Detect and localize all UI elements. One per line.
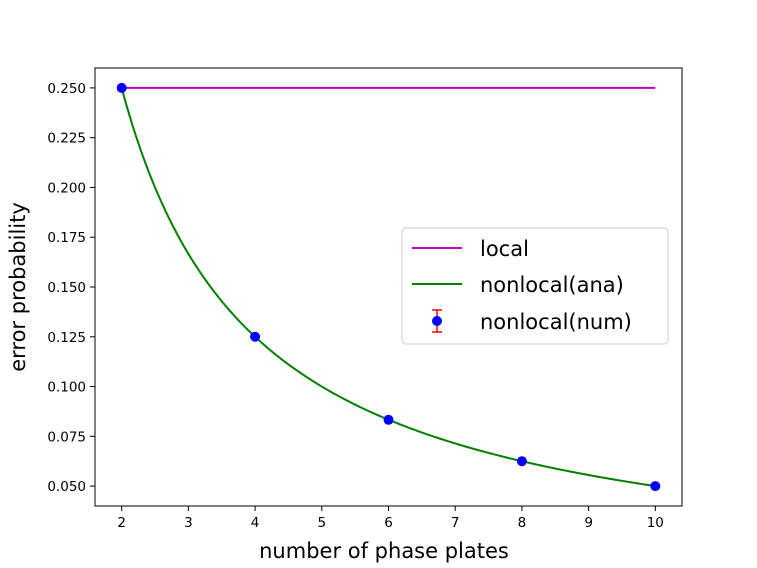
series-nonlocal-num-point [516,456,527,467]
x-tick-label: 2 [117,515,126,531]
y-tick-label: 0.100 [47,380,86,396]
x-tick-label: 9 [584,515,593,531]
series-nonlocal-num-point [650,481,661,492]
x-tick-label: 6 [384,515,393,531]
series-nonlocal-num-point [116,82,127,93]
y-tick-label: 0.075 [47,429,86,445]
legend-swatch-nonlocal-num [432,309,442,333]
y-tick-label: 0.200 [47,180,86,196]
series-nonlocal-num-point [383,414,394,425]
y-tick-label: 0.050 [47,479,86,495]
x-axis: 2 3 4 5 6 7 8 9 10 [117,506,664,531]
series-nonlocal-num-point [250,331,261,342]
legend-label-local: local [480,237,529,261]
legend: local nonlocal(ana) nonlocal(num) [401,227,669,345]
legend-label-nonlocal-num: nonlocal(num) [480,310,632,334]
x-tick-label: 3 [184,515,193,531]
y-tick-label: 0.175 [47,230,86,246]
legend-box [401,227,669,345]
legend-marker [432,316,442,326]
y-axis: 0.050 0.075 0.100 0.125 0.150 0.175 0.200 0.225… [47,81,95,495]
legend-label-nonlocal-ana: nonlocal(ana) [480,273,624,297]
y-tick-label: 0.225 [47,131,86,147]
x-tick-label: 5 [317,515,326,531]
y-tick-label: 0.125 [47,330,86,346]
y-tick-label: 0.150 [47,280,86,296]
x-axis-label: number of phase plates [259,539,509,563]
x-tick-label: 4 [251,515,260,531]
y-tick-label: 0.250 [47,81,86,97]
curves-layer [116,82,661,492]
x-tick-label: 7 [451,515,460,531]
x-tick-label: 8 [518,515,527,531]
x-tick-label: 10 [647,515,664,531]
y-axis-label: error probability [6,202,30,372]
